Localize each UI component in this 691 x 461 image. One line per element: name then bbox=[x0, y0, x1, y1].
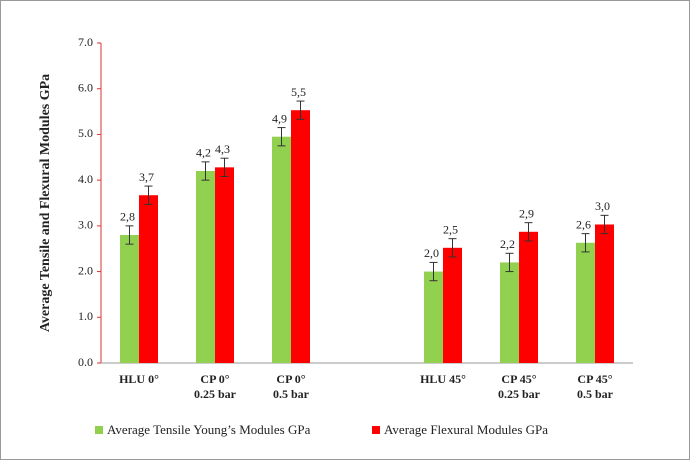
data-label: 4,2 bbox=[196, 146, 211, 160]
bar bbox=[424, 271, 443, 363]
y-tick-label: 3.0 bbox=[78, 218, 93, 232]
x-tick-label: 0.5 bar bbox=[577, 387, 614, 401]
y-tick-label: 1.0 bbox=[78, 309, 93, 323]
bar bbox=[120, 235, 139, 363]
y-tick-label: 7.0 bbox=[78, 35, 93, 49]
y-tick-label: 0.0 bbox=[78, 355, 93, 369]
data-label: 5,5 bbox=[291, 85, 306, 99]
data-label: 3,7 bbox=[139, 170, 154, 184]
x-tick-label: CP 45° bbox=[501, 372, 536, 386]
x-tick-label: HLU 45° bbox=[420, 372, 466, 386]
x-tick-label: 0.25 bar bbox=[498, 387, 541, 401]
bar bbox=[519, 231, 538, 363]
bar bbox=[139, 195, 158, 363]
x-tick-label: CP 45° bbox=[577, 372, 612, 386]
data-label: 2,2 bbox=[500, 237, 515, 251]
y-tick-label: 4.0 bbox=[78, 172, 93, 186]
data-label: 2,5 bbox=[443, 222, 458, 236]
x-tick-label: CP 0° bbox=[200, 372, 229, 386]
y-axis-label: Average Tensile and Flexural Modules GPa bbox=[38, 74, 53, 332]
data-label: 4,3 bbox=[215, 142, 230, 156]
legend-swatch bbox=[372, 426, 380, 434]
x-tick-label: 0.25 bar bbox=[194, 387, 237, 401]
bar bbox=[500, 262, 519, 363]
y-tick-label: 5.0 bbox=[78, 126, 93, 140]
legend-label: Average Flexural Modules GPa bbox=[384, 422, 548, 437]
bar bbox=[272, 136, 291, 363]
data-label: 3,0 bbox=[595, 199, 610, 213]
bar bbox=[443, 247, 462, 363]
y-tick-label: 2.0 bbox=[78, 263, 93, 277]
data-label: 2,9 bbox=[519, 206, 534, 220]
legend-swatch bbox=[95, 426, 103, 434]
bar bbox=[215, 167, 234, 363]
data-label: 2,6 bbox=[576, 217, 591, 231]
x-tick-label: 0.5 bar bbox=[273, 387, 310, 401]
data-label: 2,8 bbox=[120, 210, 135, 224]
bar bbox=[291, 110, 310, 363]
bar bbox=[576, 242, 595, 363]
bar bbox=[196, 171, 215, 363]
legend-label: Average Tensile Young’s Modules GPa bbox=[107, 422, 311, 437]
bar bbox=[595, 224, 614, 363]
x-tick-label: HLU 0° bbox=[119, 372, 159, 386]
data-label: 4,9 bbox=[272, 111, 287, 125]
data-label: 2,0 bbox=[424, 246, 439, 260]
y-tick-label: 6.0 bbox=[78, 80, 93, 94]
x-tick-label: CP 0° bbox=[276, 372, 305, 386]
